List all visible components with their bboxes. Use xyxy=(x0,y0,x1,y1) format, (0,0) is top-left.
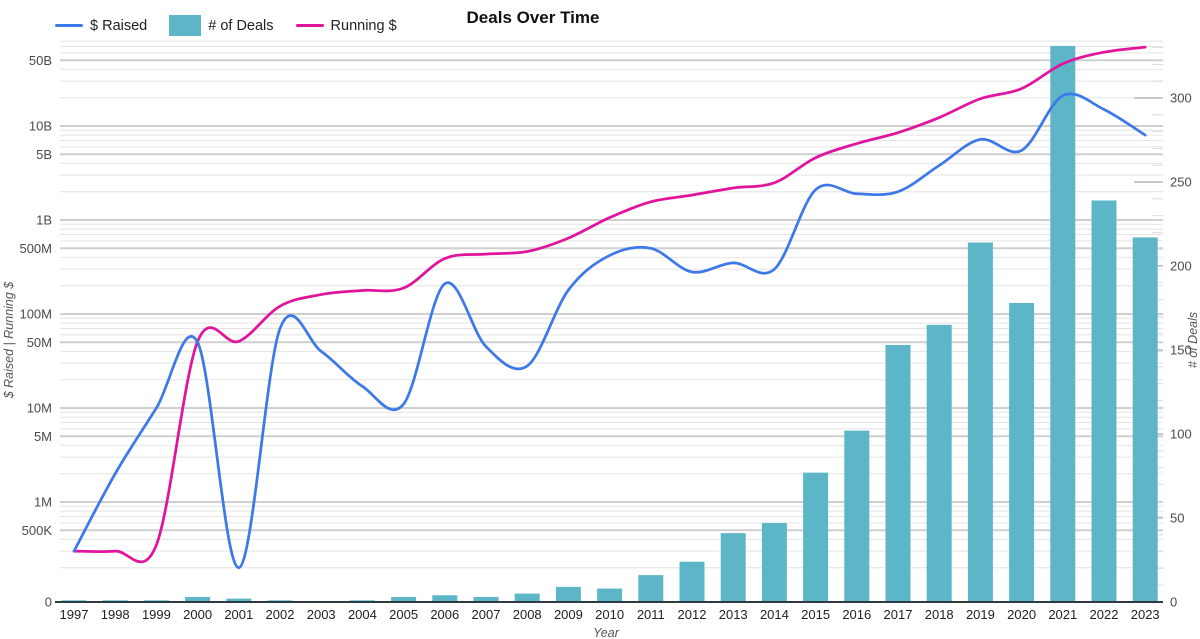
y-left-axis-title: $ Raised | Running $ xyxy=(2,281,16,399)
x-tick-label: 2015 xyxy=(801,607,830,622)
deals-bar xyxy=(679,561,705,602)
deals-bar xyxy=(638,575,664,602)
deals-bar xyxy=(555,586,581,602)
deals-bar-swatch-icon xyxy=(169,15,202,36)
y-left-tick-label: 10M xyxy=(27,401,52,416)
legend-item-deals: # of Deals xyxy=(169,15,274,36)
x-tick-label: 2008 xyxy=(513,607,542,622)
x-tick-label: 2022 xyxy=(1090,607,1119,622)
x-tick-label: 2003 xyxy=(307,607,336,622)
deals-bar xyxy=(844,430,870,602)
y-left-tick-label: 500K xyxy=(22,523,53,538)
x-tick-label: 2012 xyxy=(678,607,707,622)
x-tick-label: 2018 xyxy=(925,607,954,622)
y-left-tick-label: 10B xyxy=(29,119,52,134)
running-line-swatch-icon xyxy=(295,24,324,27)
legend-label-deals: # of Deals xyxy=(208,17,274,34)
deals-bar xyxy=(226,598,252,602)
y-left-tick-label: 500M xyxy=(19,241,52,256)
x-tick-label: 2011 xyxy=(637,607,665,622)
x-tick-label: 2020 xyxy=(1007,607,1036,622)
y-left-tick-label: 5B xyxy=(36,147,52,162)
deals-bar xyxy=(185,596,211,602)
raised-dollars-line xyxy=(72,92,1147,570)
deals-bar xyxy=(761,523,787,602)
x-tick-label: 2021 xyxy=(1048,607,1077,622)
y-left-tick-label: 0 xyxy=(45,595,52,610)
x-tick-label: 2002 xyxy=(266,607,295,622)
x-tick-label: 2009 xyxy=(554,607,583,622)
x-tick-label: 2006 xyxy=(430,607,459,622)
y-left-tick-label: 50B xyxy=(29,53,52,68)
legend-label-raised: $ Raised xyxy=(90,17,148,34)
y-right-tick-label: 200 xyxy=(1170,259,1192,274)
chart-title: Deals Over Time xyxy=(466,8,600,27)
legend-label-running: Running $ xyxy=(330,17,397,34)
x-tick-label: 2010 xyxy=(595,607,624,622)
y-left-tick-label: 5M xyxy=(34,429,52,444)
x-tick-label: 2014 xyxy=(760,607,789,622)
y-left-tick-label: 1B xyxy=(36,213,52,228)
deals-bar xyxy=(1050,45,1076,603)
deals-bar xyxy=(720,533,746,602)
x-tick-label: 2017 xyxy=(884,607,913,622)
y-right-axis-title: # of Deals xyxy=(1186,311,1200,369)
x-axis-title: Year xyxy=(593,626,619,639)
deals-bar xyxy=(514,593,540,602)
y-right-tick-label: 300 xyxy=(1170,91,1192,106)
y-right-tick-label: 250 xyxy=(1170,175,1192,190)
y-left-tick-label: 100M xyxy=(19,307,52,322)
x-tick-label: 2000 xyxy=(183,607,212,622)
y-left-tick-label: 50M xyxy=(27,335,52,350)
deals-bar xyxy=(432,595,458,602)
x-tick-label: 1999 xyxy=(142,607,171,622)
y-right-tick-label: 100 xyxy=(1170,427,1192,442)
deals-bar xyxy=(926,324,952,602)
deals-bar xyxy=(1132,237,1158,602)
x-tick-label: 1997 xyxy=(60,607,89,622)
x-tick-label: 2001 xyxy=(224,607,253,622)
y-right-tick-label: 0 xyxy=(1170,595,1177,610)
x-tick-label: 2007 xyxy=(472,607,501,622)
x-tick-label: 2013 xyxy=(719,607,748,622)
legend: $ Raised # of Deals Running $ xyxy=(55,15,397,36)
x-tick-label: 2023 xyxy=(1131,607,1160,622)
legend-item-running: Running $ xyxy=(295,17,397,34)
y-right-tick-label: 150 xyxy=(1170,343,1192,358)
legend-item-raised: $ Raised xyxy=(55,18,147,34)
deals-bar xyxy=(597,588,623,602)
deals-bar xyxy=(1009,302,1035,602)
deals-bar xyxy=(885,344,911,602)
deals-bar xyxy=(967,242,993,603)
running-dollars-line xyxy=(72,45,1147,564)
x-tick-label: 2016 xyxy=(842,607,871,622)
deals-bar xyxy=(391,596,417,602)
y-left-tick-label: 1M xyxy=(34,495,52,510)
deals-bar xyxy=(473,596,499,602)
x-tick-label: 2004 xyxy=(348,607,377,622)
deals-bar xyxy=(1091,200,1117,603)
x-tick-label: 2019 xyxy=(966,607,995,622)
deals-bar xyxy=(803,472,829,602)
y-right-tick-label: 50 xyxy=(1170,511,1184,526)
x-tick-label: 2005 xyxy=(389,607,418,622)
raised-line-swatch-icon xyxy=(55,24,83,27)
x-tick-label: 1998 xyxy=(101,607,130,622)
